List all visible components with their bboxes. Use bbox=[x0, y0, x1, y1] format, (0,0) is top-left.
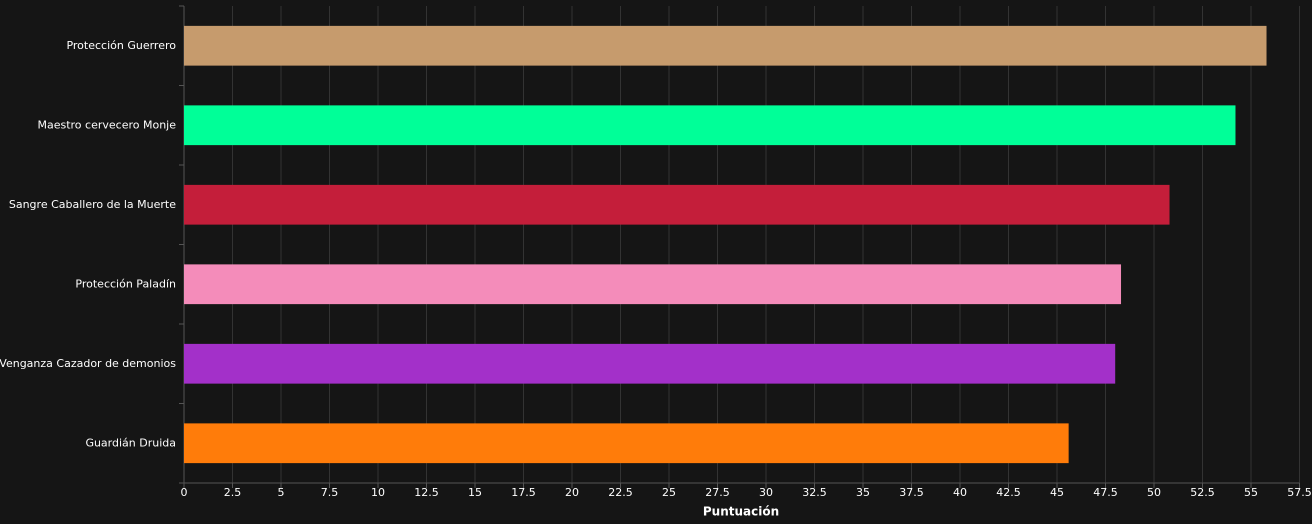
y-tick-label: Protección Paladín bbox=[75, 277, 176, 290]
x-tick-label: 55 bbox=[1244, 486, 1258, 499]
x-tick-label: 7.5 bbox=[321, 486, 339, 499]
bar bbox=[184, 184, 1170, 225]
bar bbox=[184, 423, 1069, 464]
y-tick-label: Venganza Cazador de demonios bbox=[0, 357, 176, 370]
y-tick-label: Sangre Caballero de la Muerte bbox=[9, 198, 176, 211]
x-tick-label: 30 bbox=[759, 486, 773, 499]
y-tick-label: Protección Guerrero bbox=[66, 39, 176, 52]
x-tick-label: 17.5 bbox=[511, 486, 536, 499]
x-tick-label: 52.5 bbox=[1190, 486, 1215, 499]
bar bbox=[184, 264, 1122, 305]
x-tick-label: 0 bbox=[181, 486, 188, 499]
x-tick-label: 50 bbox=[1147, 486, 1161, 499]
x-tick-label: 10 bbox=[371, 486, 385, 499]
x-tick-label: 27.5 bbox=[705, 486, 730, 499]
bar bbox=[184, 105, 1236, 146]
y-tick-label: Maestro cervecero Monje bbox=[37, 118, 176, 131]
x-tick-label: 5 bbox=[278, 486, 285, 499]
x-tick-label: 35 bbox=[856, 486, 870, 499]
x-tick-label: 57.5 bbox=[1287, 486, 1312, 499]
x-tick-label: 32.5 bbox=[802, 486, 827, 499]
x-tick-label: 2.5 bbox=[224, 486, 242, 499]
x-tick-label: 37.5 bbox=[899, 486, 924, 499]
x-tick-label: 40 bbox=[953, 486, 967, 499]
x-axis-label: Puntuación bbox=[703, 505, 779, 519]
y-tick-label: Guardián Druida bbox=[85, 436, 176, 449]
x-tick-label: 25 bbox=[662, 486, 676, 499]
x-tick-label: 12.5 bbox=[414, 486, 439, 499]
x-tick-label: 47.5 bbox=[1093, 486, 1118, 499]
x-tick-label: 42.5 bbox=[996, 486, 1021, 499]
bar bbox=[184, 25, 1267, 66]
bar bbox=[184, 343, 1116, 384]
x-tick-label: 15 bbox=[468, 486, 482, 499]
x-tick-label: 45 bbox=[1050, 486, 1064, 499]
x-tick-label: 20 bbox=[565, 486, 579, 499]
x-tick-label: 22.5 bbox=[608, 486, 633, 499]
